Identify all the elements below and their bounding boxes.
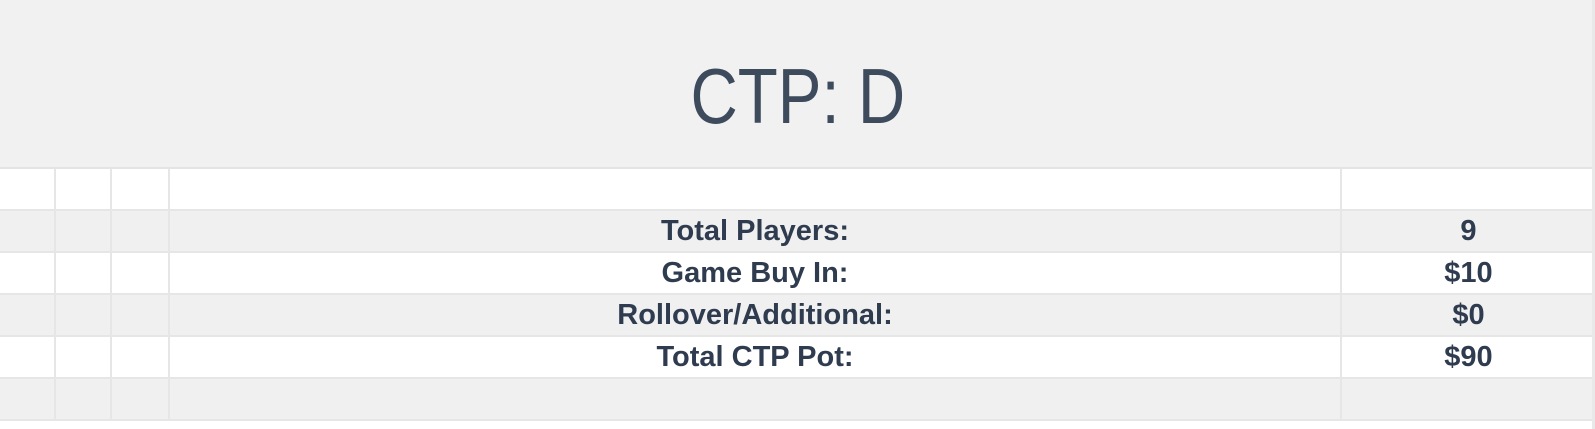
spacer-cell — [0, 169, 56, 209]
spacer-cell — [112, 337, 170, 377]
table-row — [0, 379, 1595, 421]
label-cell — [170, 379, 1342, 419]
spacer-cell — [112, 379, 170, 419]
spacer-cell — [56, 295, 112, 335]
label-cell: Rollover/Additional: — [170, 295, 1342, 335]
spacer-cell — [0, 295, 56, 335]
table-row: Rollover/Additional: $0 — [0, 295, 1595, 337]
label-cell: Game Buy In: — [170, 253, 1342, 293]
value-cell — [1342, 379, 1595, 419]
label-cell: Total CTP Pot: — [170, 337, 1342, 377]
value-cell — [1342, 169, 1595, 209]
spacer-cell — [0, 379, 56, 419]
spacer-cell — [56, 211, 112, 251]
spacer-cell — [56, 379, 112, 419]
spacer-cell — [0, 253, 56, 293]
summary-table: Total Players: 9 Game Buy In: $10 Rollov… — [0, 169, 1595, 421]
row-label: Rollover/Additional: — [617, 298, 893, 331]
page-header: CTP: D — [0, 0, 1595, 169]
spacer-cell — [112, 295, 170, 335]
spacer-cell — [0, 211, 56, 251]
row-value: $0 — [1452, 298, 1485, 331]
row-label: Game Buy In: — [661, 256, 849, 289]
value-cell: $0 — [1342, 295, 1595, 335]
value-cell: $90 — [1342, 337, 1595, 377]
row-label: Total CTP Pot: — [656, 340, 854, 373]
label-cell: Total Players: — [170, 211, 1342, 251]
table-row: Total CTP Pot: $90 — [0, 337, 1595, 379]
spacer-cell — [56, 169, 112, 209]
table-row — [0, 169, 1595, 211]
page-right-edge — [1592, 0, 1595, 429]
spacer-cell — [56, 253, 112, 293]
row-value: $10 — [1444, 256, 1493, 289]
row-value: 9 — [1460, 214, 1477, 247]
label-cell — [170, 169, 1342, 209]
spacer-cell — [0, 337, 56, 377]
value-cell: $10 — [1342, 253, 1595, 293]
table-row: Game Buy In: $10 — [0, 253, 1595, 295]
spacer-cell — [56, 337, 112, 377]
row-label: Total Players: — [660, 214, 850, 247]
spacer-cell — [112, 169, 170, 209]
value-cell: 9 — [1342, 211, 1595, 251]
table-row: Total Players: 9 — [0, 211, 1595, 253]
spacer-cell — [112, 211, 170, 251]
page-title: CTP: D — [690, 52, 905, 140]
spacer-cell — [112, 253, 170, 293]
row-value: $90 — [1444, 340, 1493, 373]
